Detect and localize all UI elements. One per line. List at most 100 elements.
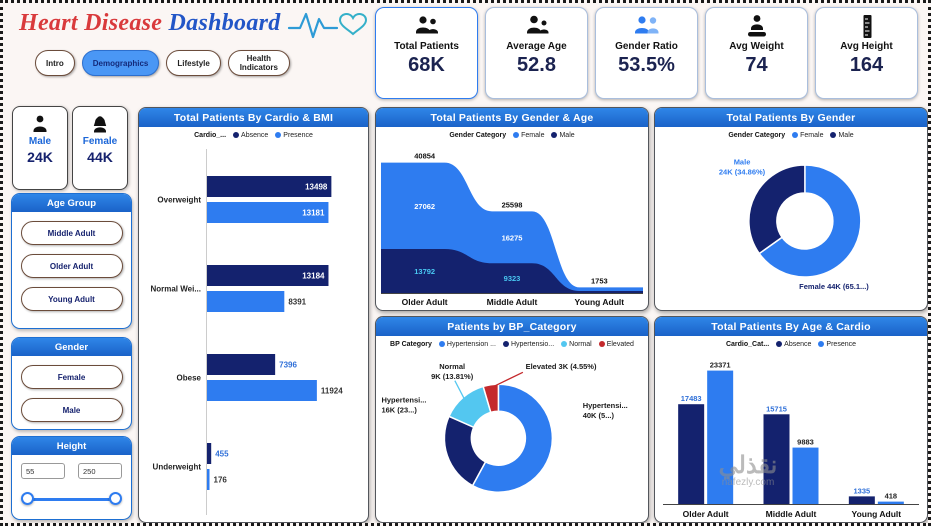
slider-handle-min[interactable] — [21, 492, 34, 505]
gender-option-male[interactable]: Male — [20, 398, 123, 422]
tab-health-indicators[interactable]: Health Indicators — [227, 50, 290, 77]
svg-text:27062: 27062 — [414, 202, 435, 211]
female-label: Female — [82, 136, 118, 147]
svg-text:40854: 40854 — [414, 152, 436, 161]
svg-text:Elevated 3K (4.55%): Elevated 3K (4.55%) — [526, 362, 597, 371]
chart-legend: Cardio_Cat... Absence Presence — [655, 336, 927, 352]
height-min-input[interactable] — [21, 463, 65, 479]
svg-text:17483: 17483 — [681, 394, 702, 403]
height-max-input[interactable] — [78, 463, 122, 479]
svg-text:418: 418 — [885, 492, 898, 501]
age-cardio-plot[interactable]: Older Adult 17483 23371 Middle Adult 15715 98… — [655, 352, 927, 521]
svg-text:Normal: Normal — [439, 362, 465, 371]
nav-tabs: Intro Demographics Lifestyle Health Indi… — [35, 50, 290, 77]
kpi-avg-weight: Avg Weight 74 — [705, 7, 808, 99]
svg-text:Male: Male — [734, 158, 751, 167]
kpi-value: 68K — [408, 54, 445, 76]
gender-option-female[interactable]: Female — [20, 365, 123, 389]
svg-text:16K (23...): 16K (23...) — [381, 406, 417, 415]
age-option-young-adult[interactable]: Young Adult — [20, 287, 123, 311]
svg-text:Young Adult: Young Adult — [575, 297, 625, 307]
height-icon — [851, 13, 883, 41]
legend-item: Presence — [275, 132, 313, 139]
svg-text:7396: 7396 — [279, 361, 297, 370]
gender-slicer: Gender Female Male — [11, 337, 132, 430]
tab-intro[interactable]: Intro — [35, 50, 75, 77]
svg-text:Young Adult: Young Adult — [852, 509, 902, 519]
male-label: Male — [28, 136, 52, 147]
title-part-2: Dashboard — [168, 10, 281, 36]
svg-text:15715: 15715 — [766, 404, 787, 413]
svg-text:13181: 13181 — [302, 209, 325, 218]
legend-item: Male — [551, 132, 575, 139]
male-value: 24K — [27, 149, 53, 165]
slider-handle-max[interactable] — [109, 492, 122, 505]
svg-text:Older Adult: Older Adult — [683, 509, 729, 519]
kpi-value: 52.8 — [517, 54, 556, 76]
age-option-older-adult[interactable]: Older Adult — [20, 254, 123, 278]
male-icon — [29, 113, 51, 135]
kpi-total-patients: Total Patients 68K — [375, 7, 478, 99]
height-range-inputs — [12, 455, 131, 479]
svg-text:13184: 13184 — [302, 272, 325, 281]
kpi-row: Total Patients 68K Average Age 52.8 Gend… — [375, 7, 918, 99]
slider-track-active — [28, 498, 115, 501]
chart-gender-donut-panel: Total Patients By Gender Gender Category… — [654, 107, 928, 311]
chart-legend: Gender Category Female Male — [376, 127, 648, 143]
svg-text:Overweight: Overweight — [157, 196, 201, 205]
legend-item: Absence — [776, 341, 811, 348]
kpi-average-age: Average Age 52.8 — [485, 7, 588, 99]
svg-text:13498: 13498 — [305, 183, 328, 192]
svg-text:Older Adult: Older Adult — [402, 297, 448, 307]
legend-title: Gender Category — [449, 131, 507, 139]
female-icon — [89, 113, 111, 135]
legend-item: Absence — [233, 132, 268, 139]
female-value: 44K — [87, 149, 113, 165]
age-icon — [521, 13, 553, 41]
legend-title: Cardio_Cat... — [725, 340, 770, 348]
svg-text:Middle Adult: Middle Adult — [766, 509, 817, 519]
kpi-label: Avg Weight — [729, 41, 784, 52]
kpi-label: Total Patients — [394, 41, 459, 52]
svg-text:Underweight: Underweight — [153, 463, 202, 472]
svg-text:Female 44K (65.1...): Female 44K (65.1...) — [799, 282, 869, 291]
legend-title: Cardio_... — [194, 131, 227, 139]
legend-item: Hypertension ... — [438, 341, 496, 348]
kpi-value: 53.5% — [618, 54, 675, 76]
chart-title: Total Patients By Gender — [655, 108, 927, 127]
chart-legend: Cardio_... Absence Presence — [139, 127, 368, 143]
male-card: Male 24K — [12, 106, 68, 190]
legend-item: Presence — [818, 341, 856, 348]
svg-text:40K (5...): 40K (5...) — [583, 411, 615, 420]
gender-age-plot[interactable]: Older Adult 40854 27062 13792 Middle Adult 25… — [376, 143, 648, 309]
svg-text:11924: 11924 — [321, 387, 343, 396]
svg-text:Hypertensi...: Hypertensi... — [583, 401, 628, 410]
kpi-label: Gender Ratio — [615, 41, 678, 52]
height-slicer: Height — [11, 436, 132, 520]
svg-text:176: 176 — [214, 476, 228, 485]
tab-lifestyle[interactable]: Lifestyle — [166, 50, 221, 77]
age-group-slicer: Age Group Middle Adult Older Adult Young… — [11, 193, 132, 329]
height-range-slider[interactable] — [21, 492, 122, 506]
svg-text:16275: 16275 — [502, 233, 523, 242]
age-option-middle-adult[interactable]: Middle Adult — [20, 221, 123, 245]
gender-slicer-title: Gender — [12, 338, 131, 356]
tab-demographics[interactable]: Demographics — [81, 50, 160, 77]
legend-item: Normal — [561, 341, 592, 348]
svg-text:24K (34.86%): 24K (34.86%) — [719, 168, 766, 177]
svg-text:1753: 1753 — [591, 276, 608, 285]
kpi-label: Avg Height — [840, 41, 893, 52]
svg-text:9323: 9323 — [504, 274, 521, 283]
bp-category-plot[interactable]: Hypertensi...40K (5...)Hypertensi...16K … — [376, 352, 648, 521]
svg-text:9883: 9883 — [797, 438, 814, 447]
cardio-bmi-plot[interactable]: Overweight 13498 13181 Normal Wei... 13184 83… — [139, 143, 368, 519]
svg-text:Middle Adult: Middle Adult — [487, 297, 538, 307]
kpi-gender-ratio: Gender Ratio 53.5% — [595, 7, 698, 99]
svg-text:Obese: Obese — [177, 374, 202, 383]
svg-text:23371: 23371 — [710, 361, 731, 370]
kpi-avg-height: Avg Height 164 — [815, 7, 918, 99]
svg-text:13792: 13792 — [414, 267, 435, 276]
title-part-1: Heart Disease — [19, 10, 163, 36]
chart-legend: Gender Category Female Male — [655, 127, 927, 143]
